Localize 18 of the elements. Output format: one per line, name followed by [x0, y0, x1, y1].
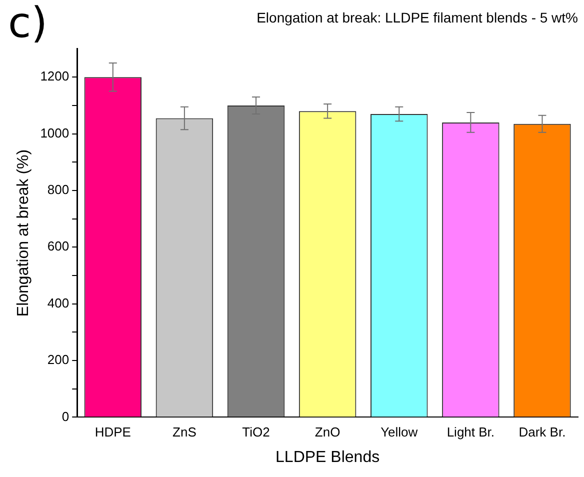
x-axis-title: LLDPE Blends [276, 448, 380, 466]
y-tick-label: 800 [47, 182, 70, 198]
x-tick-label: TiO2 [242, 424, 270, 440]
y-axis-title: Elongation at break (%) [15, 149, 32, 317]
x-tick-label: HDPE [94, 424, 132, 440]
x-tick-label: ZnO [314, 424, 340, 440]
y-tick-label: 400 [47, 295, 70, 310]
y-tick-label: 200 [47, 352, 70, 368]
x-tick-label: Yellow [380, 424, 418, 440]
y-tick-label: 0 [62, 408, 70, 424]
chart-title: Elongation at break: LLDPE filament blends - 5 wt% [256, 9, 578, 26]
text: c) [8, 0, 48, 47]
x-tick-label: Dark Br. [518, 424, 566, 440]
x-tick-label: ZnS [172, 424, 197, 440]
y-tick-label: 1200 [40, 68, 70, 84]
y-tick-label: 600 [47, 238, 70, 254]
x-tick-label: Light Br. [446, 424, 495, 440]
y-tick-label: 1000 [40, 125, 70, 140]
